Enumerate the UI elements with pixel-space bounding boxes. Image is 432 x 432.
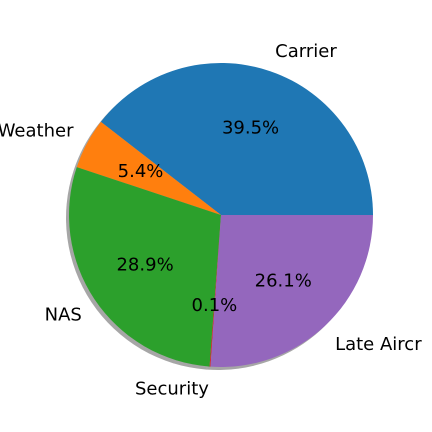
slice-label-late-aircr: Late Aircr <box>335 334 422 355</box>
slice-percent-late-aircr: 26.1% <box>255 271 312 292</box>
slice-percent-nas: 28.9% <box>116 255 173 276</box>
slice-nas <box>68 167 221 367</box>
slice-label-security: Security <box>135 379 209 400</box>
slice-label-weather: Weather <box>0 120 74 141</box>
slice-label-carrier: Carrier <box>275 41 337 62</box>
slice-percent-security: 0.1% <box>192 295 238 316</box>
slice-label-nas: NAS <box>45 304 82 325</box>
slice-percent-weather: 5.4% <box>118 161 164 182</box>
slice-security <box>209 215 221 367</box>
pie-slices <box>68 63 374 368</box>
slice-percent-carrier: 39.5% <box>222 118 279 139</box>
slice-late-aircr <box>210 215 373 368</box>
slice-weather <box>76 121 221 215</box>
slice-carrier <box>100 63 374 216</box>
pie-labels: Carrier 39.5% Weather 5.4% NAS 28.9% Security 0… <box>0 41 422 400</box>
